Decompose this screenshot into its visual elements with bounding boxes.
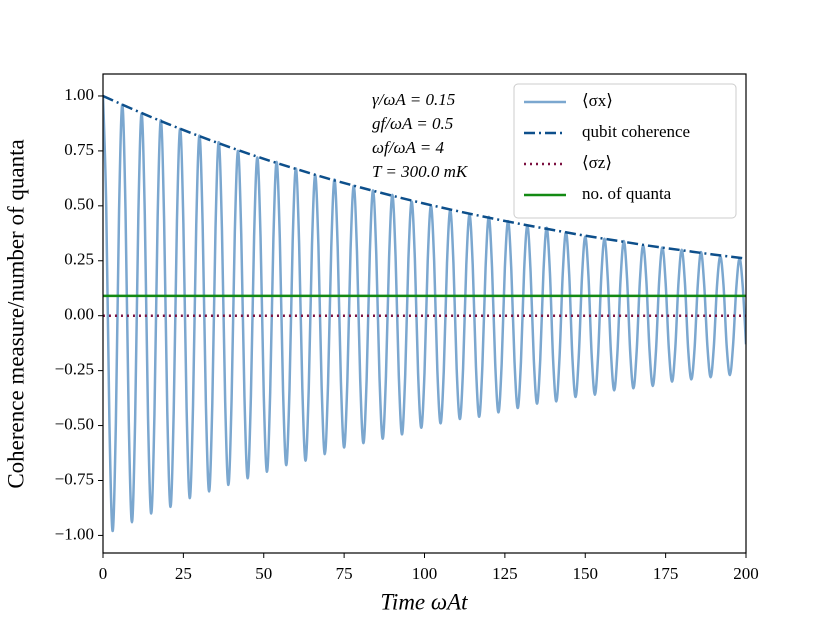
x-tick-label: 0 <box>99 564 108 583</box>
y-tick-label: 0.75 <box>64 140 94 159</box>
annotation: γ/ωA = 0.15 <box>372 90 455 109</box>
annotation: T = 300.0 mK <box>372 162 469 181</box>
legend-label: ⟨σz⟩ <box>582 153 612 172</box>
x-tick-label: 75 <box>336 564 353 583</box>
y-tick-label: −0.50 <box>55 414 94 433</box>
legend-label: no. of quanta <box>582 184 672 203</box>
series-line <box>103 94 746 260</box>
x-tick-label: 125 <box>492 564 518 583</box>
legend-label: ⟨σx⟩ <box>582 91 613 110</box>
plot-frame <box>102 73 747 554</box>
y-tick-label: 0.25 <box>64 250 94 269</box>
y-tick-label: −0.75 <box>55 469 94 488</box>
y-tick-label: 0.00 <box>64 305 94 324</box>
annotation: ωf/ωA = 4 <box>372 138 445 157</box>
legend-label: qubit coherence <box>582 122 690 141</box>
x-tick-label: 175 <box>653 564 679 583</box>
y-tick-label: 0.50 <box>64 195 94 214</box>
x-tick-label: 100 <box>412 564 438 583</box>
x-tick-label: 200 <box>733 564 759 583</box>
x-tick-label: 50 <box>255 564 272 583</box>
y-tick-label: 1.00 <box>64 85 94 104</box>
y-tick-label: −0.25 <box>55 360 94 379</box>
annotation: gf/ωA = 0.5 <box>372 114 453 133</box>
x-tick-label: 150 <box>573 564 599 583</box>
y-tick-label: −1.00 <box>55 524 94 543</box>
x-axis-label: Time ωAt <box>380 589 468 614</box>
series-line <box>103 95 746 533</box>
y-axis-label: Coherence measure/number of quanta <box>3 139 28 488</box>
legend-box <box>513 83 737 219</box>
x-tick-label: 25 <box>175 564 192 583</box>
